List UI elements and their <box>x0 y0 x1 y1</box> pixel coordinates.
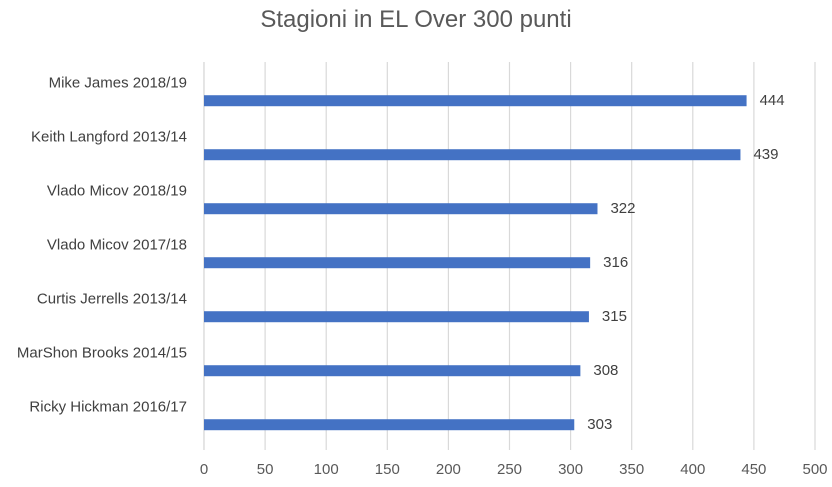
data-label: 444 <box>760 92 785 109</box>
data-label: 308 <box>593 362 618 379</box>
bar <box>204 95 747 107</box>
x-tick-label: 500 <box>802 461 827 478</box>
x-tick-label: 50 <box>257 461 274 478</box>
data-label: 303 <box>587 416 612 433</box>
x-tick-label: 0 <box>200 461 208 478</box>
category-label: Ricky Hickman 2016/17 <box>29 399 187 416</box>
bar <box>204 365 581 377</box>
bar <box>204 311 589 323</box>
category-label: Mike James 2018/19 <box>49 75 187 92</box>
category-label: Curtis Jerrells 2013/14 <box>37 291 187 308</box>
x-tick-label: 100 <box>314 461 339 478</box>
x-tick-labels: 0 50 100 150 200 250 300 350 400 450 500 <box>200 461 828 478</box>
bars <box>204 95 747 431</box>
bar <box>204 203 598 215</box>
category-label: Keith Langford 2013/14 <box>31 129 187 146</box>
data-label: 315 <box>602 308 627 325</box>
gridlines <box>203 62 816 450</box>
data-labels: 444 439 322 316 315 308 303 <box>587 92 784 433</box>
bar <box>204 257 591 269</box>
category-label: MarShon Brooks 2014/15 <box>17 345 187 362</box>
category-labels: Mike James 2018/19 Keith Langford 2013/14… <box>17 75 187 416</box>
x-tick-label: 300 <box>558 461 583 478</box>
data-label: 316 <box>603 254 628 271</box>
x-tick-label: 450 <box>741 461 766 478</box>
category-label: Vlado Micov 2017/18 <box>47 237 187 254</box>
chart-title: Stagioni in EL Over 300 punti <box>260 6 572 33</box>
bar <box>204 149 741 161</box>
x-tick-label: 250 <box>497 461 522 478</box>
bar <box>204 419 575 431</box>
data-label: 439 <box>753 146 778 163</box>
x-tick-label: 350 <box>619 461 644 478</box>
data-label: 322 <box>610 200 635 217</box>
x-tick-label: 150 <box>375 461 400 478</box>
x-tick-label: 200 <box>436 461 461 478</box>
category-label: Vlado Micov 2018/19 <box>47 183 187 200</box>
x-tick-label: 400 <box>680 461 705 478</box>
